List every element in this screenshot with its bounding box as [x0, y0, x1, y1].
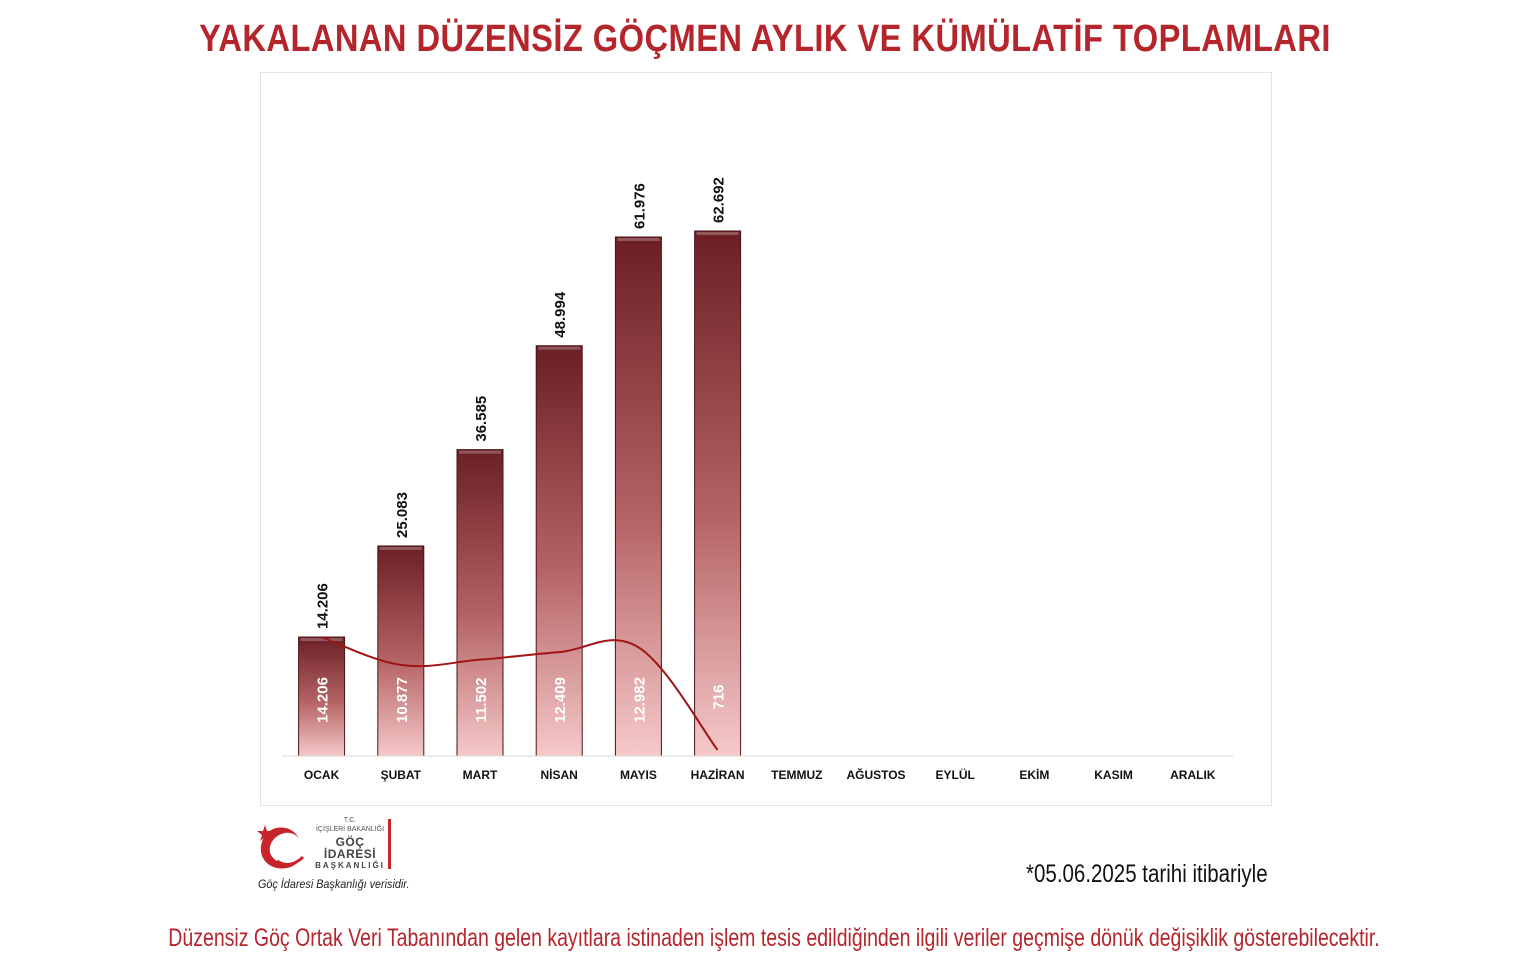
- chart-panel: [260, 72, 1272, 806]
- line-value-label: 12.409: [552, 677, 569, 723]
- x-tick-label: TEMMUZ: [771, 768, 822, 782]
- bar-highlight: [459, 450, 501, 454]
- logo-sub: BAŞKANLIĞI: [315, 861, 385, 870]
- source-note: Göç İdaresi Başkanlığı verisidir.: [258, 877, 410, 891]
- x-tick-label: MART: [463, 768, 498, 782]
- line-value-label: 14.206: [315, 677, 332, 723]
- x-tick-label: OCAK: [304, 768, 340, 782]
- monthly-line: [321, 636, 719, 751]
- as-of-date: *05.06.2025 tarihi itibariyle: [1026, 860, 1268, 888]
- bar-value-label: 25.083: [394, 492, 411, 538]
- bar-value-label: 62.692: [711, 177, 728, 223]
- footnote: Düzensiz Göç Ortak Veri Tabanından gelen…: [168, 924, 1380, 952]
- bar-value-label: 36.585: [473, 396, 490, 442]
- logo-ministry: İÇİŞLERİ BAKANLIĞI: [315, 826, 385, 833]
- bar-value-label: 48.994: [552, 291, 569, 338]
- x-tick-label: HAZİRAN: [691, 767, 745, 782]
- x-tick-label: EKİM: [1019, 767, 1049, 782]
- bar-highlight: [538, 346, 581, 350]
- logo-tc: T.C.: [343, 817, 357, 824]
- crescent-star-icon: [257, 825, 305, 869]
- x-tick-label: EYLÜL: [936, 767, 975, 782]
- x-tick-label: AĞUSTOS: [846, 767, 905, 782]
- line-value-label: 11.502: [473, 677, 490, 722]
- bar-value-label: 61.976: [631, 183, 648, 229]
- bar-highlight: [696, 232, 739, 235]
- bar: [377, 545, 425, 757]
- x-tick-label: NİSAN: [541, 767, 578, 782]
- line-value-label: 716: [711, 684, 728, 709]
- bar: [694, 230, 742, 757]
- bar: [456, 449, 504, 757]
- x-tick-label: MAYIS: [620, 768, 657, 782]
- bar-value-label: 14.206: [315, 583, 332, 629]
- bar-highlight: [379, 546, 422, 550]
- logo: T.C. İÇİŞLERİ BAKANLIĞI GÖÇ İDARESİ BAŞK…: [255, 817, 415, 897]
- line-value-label: 10.877: [394, 677, 411, 723]
- chart-title: YAKALANAN DÜZENSİZ GÖÇMEN AYLIK VE KÜMÜL…: [199, 18, 1331, 60]
- logo-name: GÖÇ İDARESİ: [323, 835, 377, 861]
- x-tick-label: ŞUBAT: [381, 768, 422, 782]
- x-tick-label: ARALIK: [1170, 768, 1216, 782]
- logo-divider: [388, 819, 391, 869]
- bar-highlight: [617, 237, 660, 241]
- x-tick-label: KASIM: [1094, 768, 1133, 782]
- bar-highlight: [300, 638, 343, 642]
- line-value-label: 12.982: [631, 677, 648, 723]
